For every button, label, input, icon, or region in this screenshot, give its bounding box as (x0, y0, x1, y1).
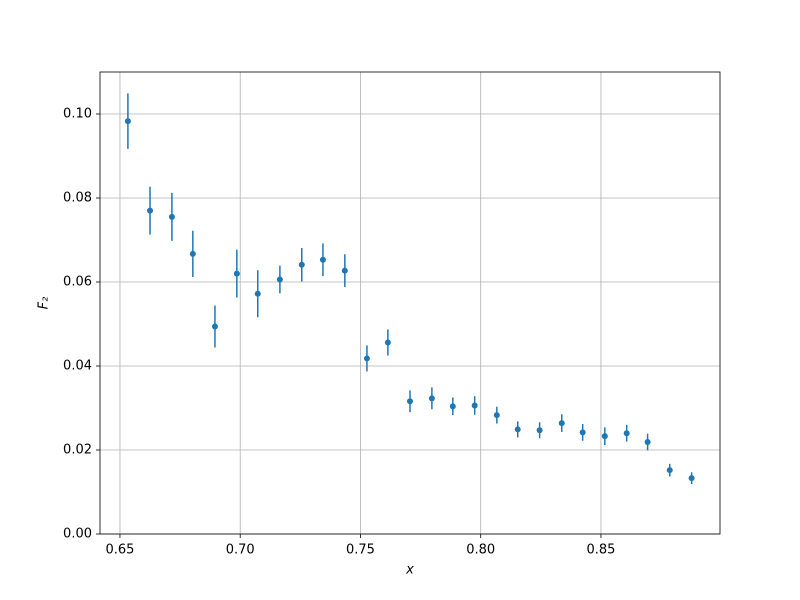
data-point (276, 276, 283, 283)
y-tick-label: 0.06 (63, 275, 92, 290)
y-tick-label: 0.00 (63, 527, 92, 542)
y-tick-label: 0.04 (63, 359, 92, 374)
x-tick-label: 0.65 (105, 543, 134, 558)
data-point (319, 256, 326, 263)
data-point (471, 402, 478, 409)
data-point (623, 430, 630, 437)
data-point (558, 420, 565, 427)
y-tick-label: 0.08 (63, 191, 92, 206)
data-point (428, 395, 435, 402)
data-point (147, 207, 154, 214)
data-point (341, 267, 348, 274)
data-point (493, 412, 500, 419)
y-tick-label: 0.02 (63, 443, 92, 458)
plot-frame (99, 71, 721, 535)
x-tick-label: 0.75 (346, 543, 375, 558)
data-point (384, 339, 391, 346)
data-point (601, 433, 608, 440)
data-point (363, 355, 370, 362)
data-point (168, 213, 175, 220)
data-point (579, 429, 586, 436)
y-axis-label: F₂ (37, 297, 52, 310)
data-point (124, 118, 131, 125)
data-point (644, 439, 651, 446)
data-point (536, 427, 543, 434)
data-point (407, 398, 413, 405)
x-axis-label: x (405, 563, 414, 578)
x-tick-label: 0.70 (226, 543, 255, 558)
data-point (211, 323, 218, 330)
y-tick-label: 0.10 (63, 107, 92, 122)
data-point (189, 250, 196, 257)
data-point (666, 467, 673, 474)
data-point (688, 475, 695, 482)
data-point (514, 426, 521, 433)
data-point (254, 290, 261, 297)
data-point (449, 403, 456, 410)
data-point (298, 261, 305, 268)
x-tick-label: 0.85 (586, 543, 615, 558)
data-point (233, 270, 240, 277)
x-tick-label: 0.80 (466, 543, 495, 558)
